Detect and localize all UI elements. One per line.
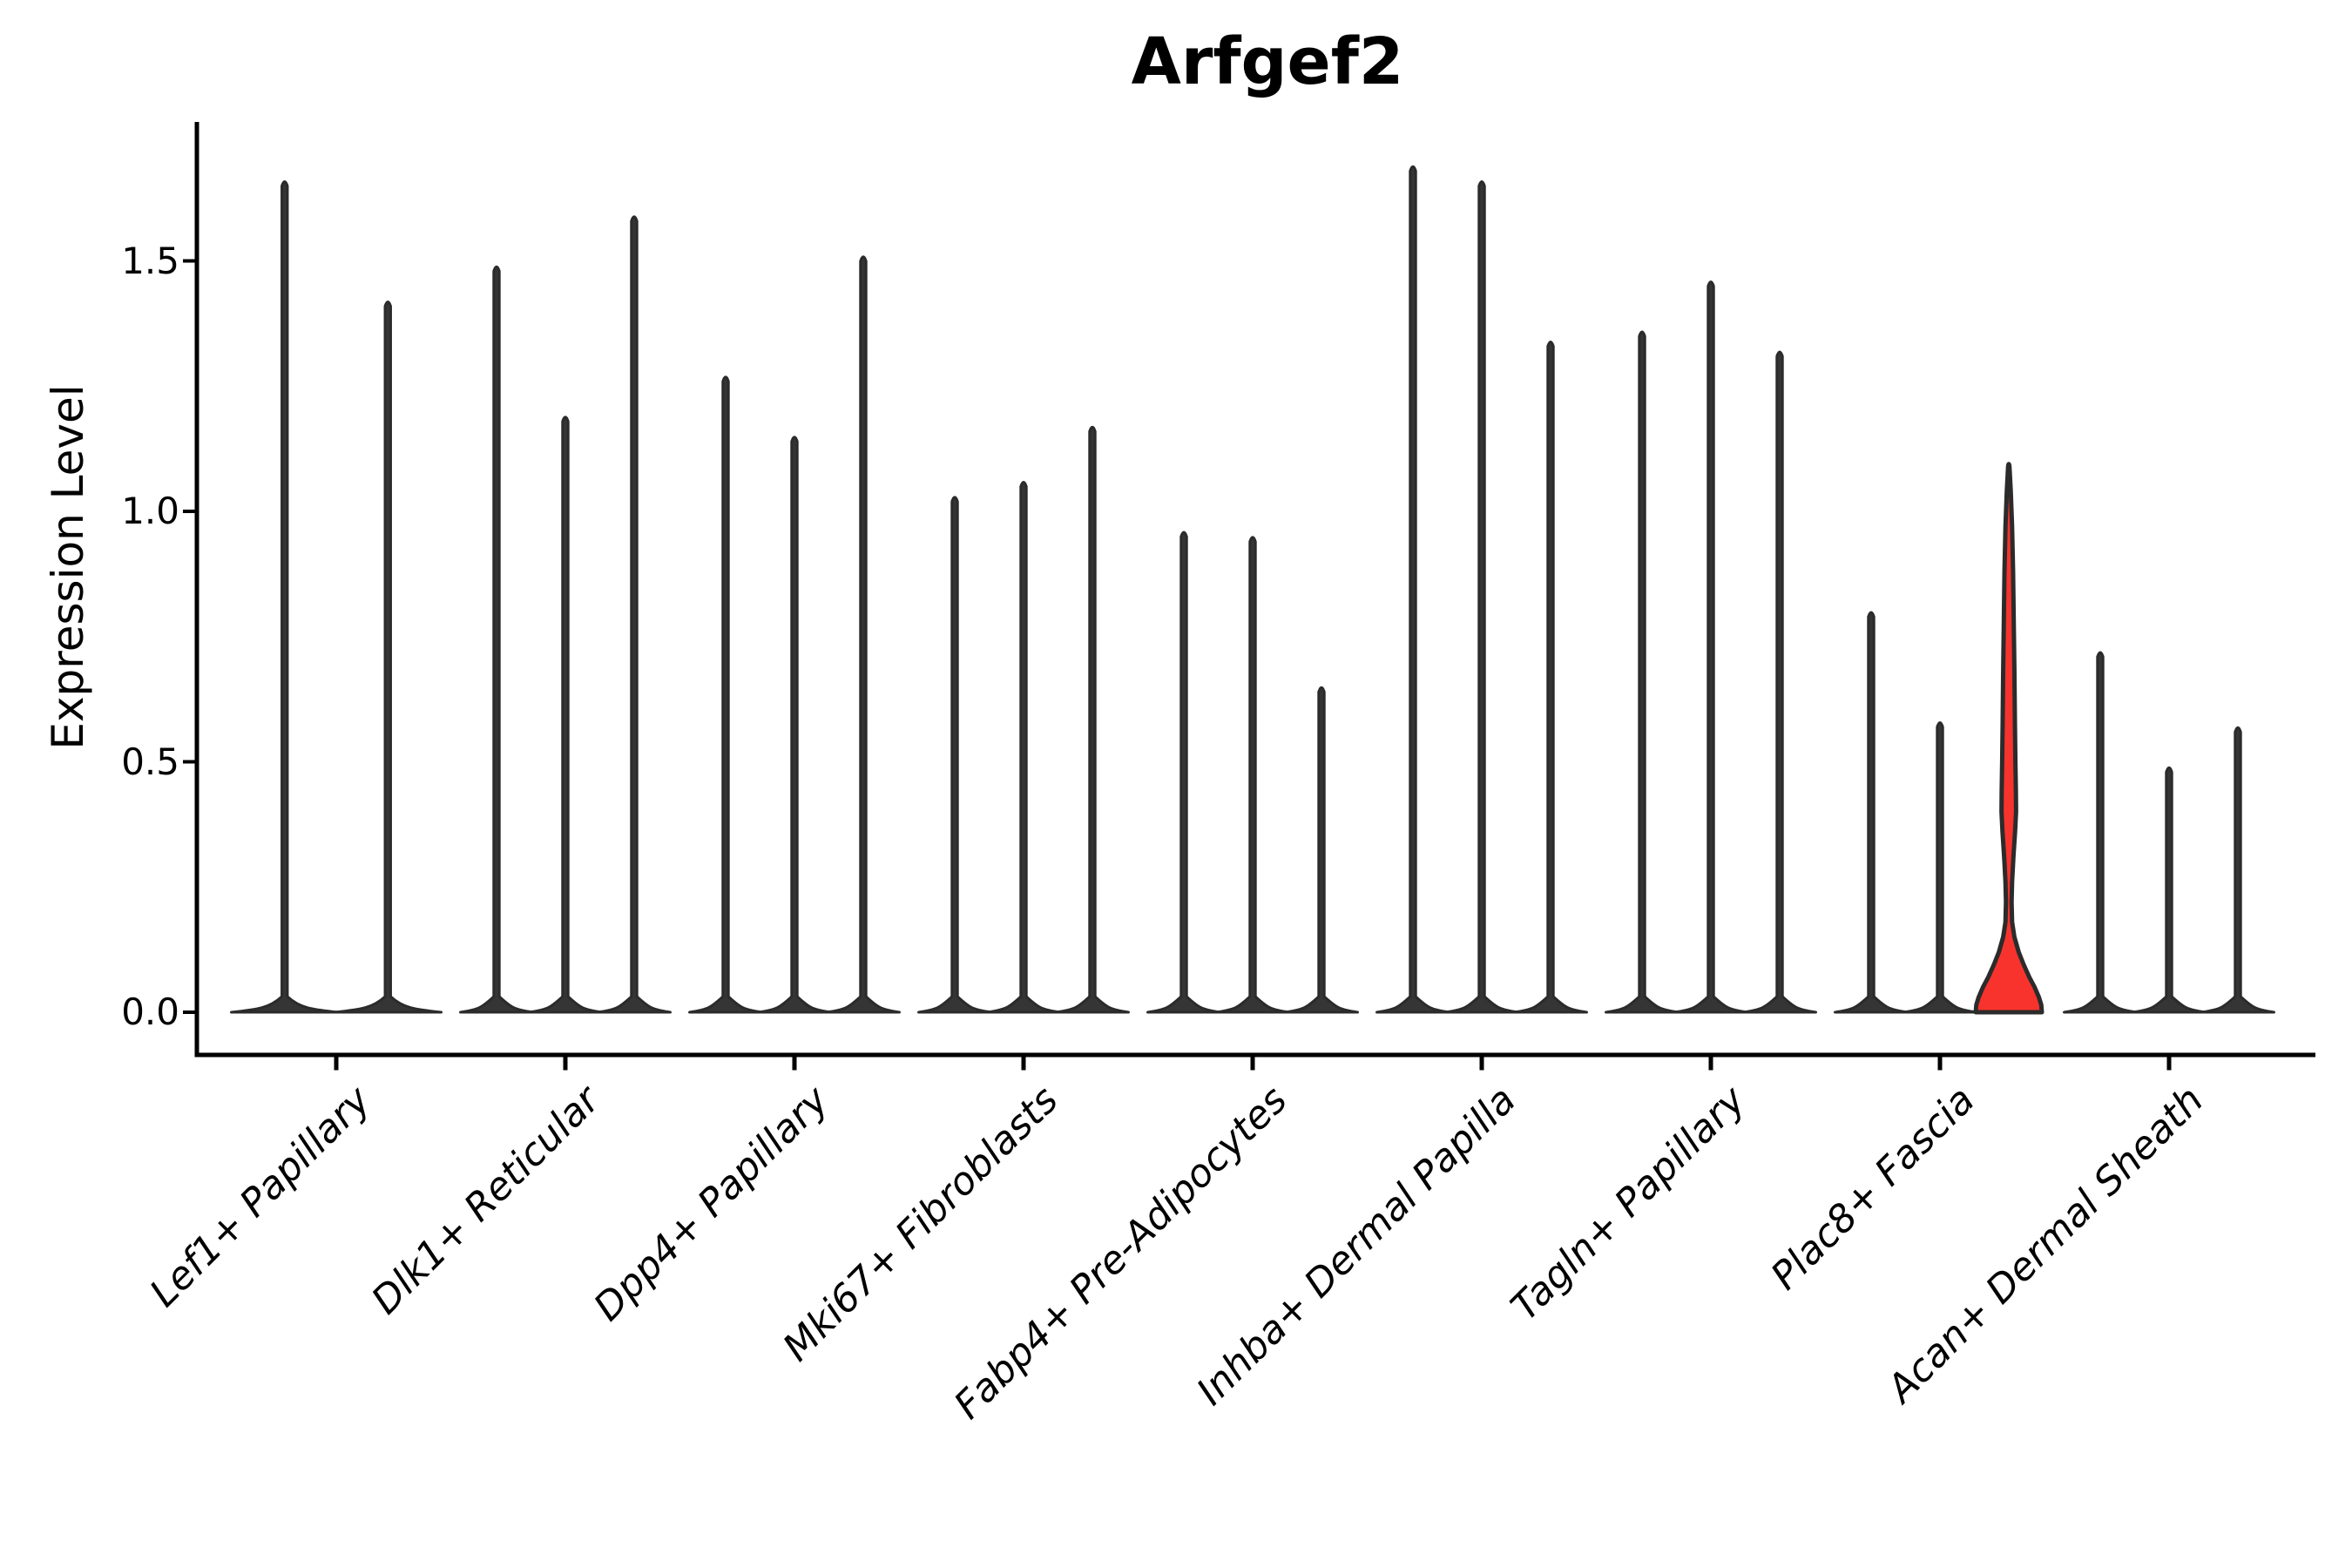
y-tick-label: 0.0 bbox=[121, 990, 179, 1033]
y-tick-label: 0.5 bbox=[121, 740, 179, 783]
violin bbox=[688, 375, 763, 1014]
violin bbox=[986, 481, 1061, 1014]
violin bbox=[597, 215, 672, 1014]
violin-highlighted bbox=[1973, 462, 2044, 1015]
violin bbox=[2063, 651, 2138, 1014]
violin bbox=[1513, 341, 1588, 1014]
violin bbox=[459, 265, 534, 1014]
violin bbox=[1742, 350, 1817, 1014]
violin bbox=[1605, 330, 1680, 1014]
violin bbox=[2200, 726, 2275, 1014]
violin bbox=[1215, 536, 1290, 1014]
y-tick-label: 1.5 bbox=[121, 239, 179, 282]
violin bbox=[1375, 165, 1450, 1014]
violin bbox=[917, 496, 992, 1014]
violin bbox=[230, 180, 340, 1014]
violin bbox=[1284, 686, 1359, 1014]
violin bbox=[1903, 721, 1977, 1014]
violin bbox=[2132, 766, 2207, 1014]
y-tick-label: 1.0 bbox=[121, 490, 179, 532]
violin bbox=[826, 255, 901, 1014]
violin bbox=[1834, 611, 1909, 1014]
violin bbox=[333, 301, 443, 1014]
violin bbox=[1055, 425, 1130, 1014]
chart-title: Arfgef2 bbox=[1131, 24, 1404, 99]
violin bbox=[1444, 180, 1519, 1014]
violin bbox=[528, 416, 603, 1014]
violin bbox=[1146, 531, 1221, 1014]
violin bbox=[757, 436, 832, 1014]
violin bbox=[1673, 280, 1748, 1014]
